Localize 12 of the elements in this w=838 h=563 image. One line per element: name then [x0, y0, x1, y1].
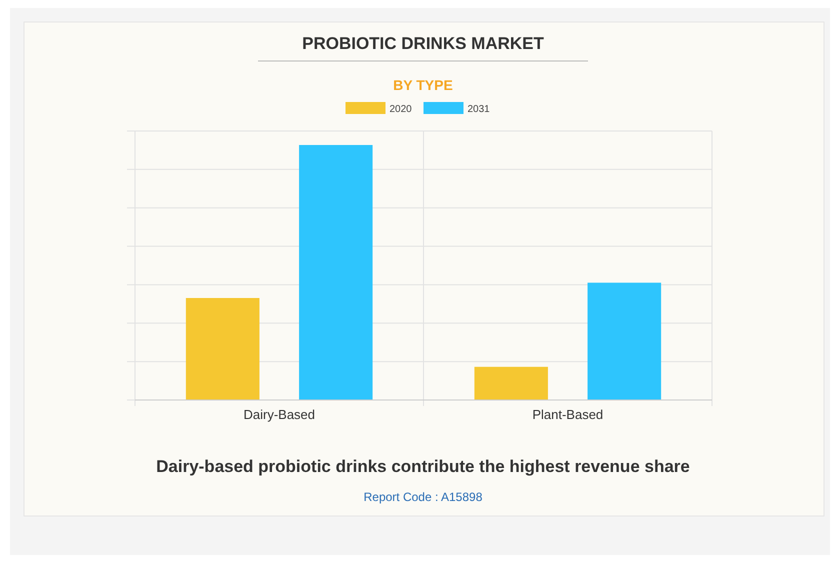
- chart-title: PROBIOTIC DRINKS MARKET: [302, 34, 544, 53]
- bar: [474, 366, 548, 400]
- text: Dairy-based probiotic drinks contribute the highest revenue share: [156, 457, 690, 476]
- bar: [186, 298, 260, 400]
- bar: [588, 282, 662, 400]
- chart-subtitle: BY TYPE: [393, 77, 453, 93]
- text: Report Code : A15898: [364, 490, 483, 504]
- legend-label: 2031: [468, 104, 490, 115]
- bar: [299, 145, 373, 400]
- x-tick-label: Dairy-Based: [243, 407, 316, 422]
- x-tick-label: Plant-Based: [532, 407, 604, 422]
- legend-label: 2020: [390, 104, 412, 115]
